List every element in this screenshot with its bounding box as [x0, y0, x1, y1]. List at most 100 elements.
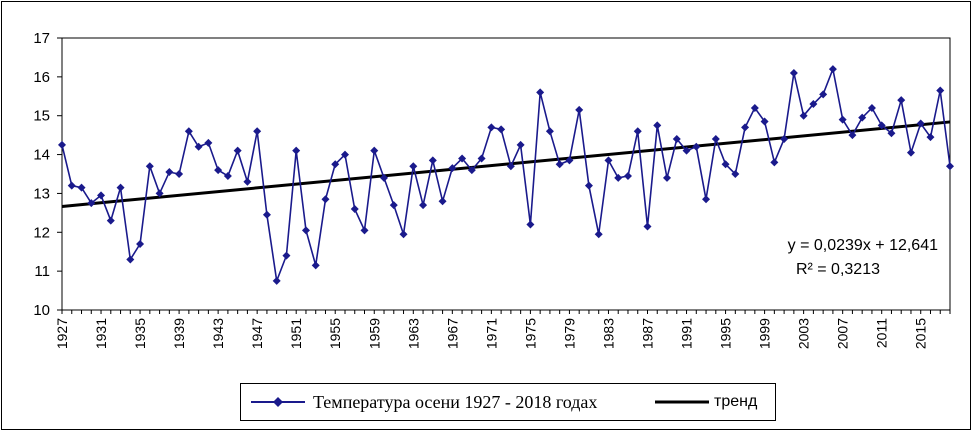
x-tick-label: 1939	[171, 318, 187, 349]
y-tick-label: 13	[33, 185, 50, 202]
y-tick-label: 15	[33, 108, 50, 125]
y-tick-label: 11	[34, 263, 50, 280]
x-tick-label: 1987	[639, 318, 655, 349]
data-point	[97, 191, 106, 200]
data-point	[633, 127, 642, 136]
x-tick-label: 1999	[757, 318, 773, 349]
data-point	[536, 88, 545, 97]
data-point	[643, 222, 652, 231]
data-point	[584, 181, 593, 190]
data-point	[136, 239, 145, 248]
plot-border	[61, 37, 951, 311]
data-point	[184, 127, 193, 136]
data-point	[204, 138, 213, 147]
data-point	[741, 123, 750, 132]
y-tick-label: 12	[33, 224, 50, 241]
data-point	[653, 121, 662, 130]
x-tick-label: 1947	[249, 318, 265, 349]
data-point	[126, 255, 135, 264]
x-tick-label: 2015	[913, 318, 929, 349]
x-tick-label: 1983	[600, 318, 616, 349]
data-point	[58, 140, 66, 149]
data-point	[223, 171, 232, 180]
data-point	[867, 103, 876, 112]
data-point	[87, 199, 96, 208]
data-point	[526, 220, 535, 229]
y-tick-label: 10	[33, 302, 50, 319]
data-point	[858, 113, 867, 122]
legend-trend-label: тренд	[714, 393, 758, 410]
legend-trend-marker	[655, 400, 709, 404]
data-point	[175, 170, 184, 178]
y-tick-label: 14	[33, 147, 50, 164]
x-tick-label: 1959	[366, 318, 382, 349]
data-point	[936, 86, 945, 95]
x-tick-label: 2011	[874, 318, 890, 348]
data-point	[663, 173, 672, 182]
data-point	[399, 230, 408, 239]
data-point	[360, 226, 369, 235]
temperature-series	[58, 65, 954, 285]
data-point	[877, 121, 886, 130]
equation-annotation: y = 0,0239x + 12,641 R² = 0,3213	[788, 237, 938, 278]
data-point	[731, 170, 740, 178]
trend-line	[61, 120, 951, 208]
legend-series-marker	[251, 397, 305, 407]
data-point	[819, 90, 828, 99]
x-tick-label: 1991	[679, 318, 695, 349]
data-point	[77, 183, 86, 192]
data-point	[340, 150, 349, 159]
data-point	[789, 68, 798, 77]
data-point	[623, 171, 632, 180]
data-point	[545, 127, 554, 136]
data-point	[194, 142, 203, 151]
data-point	[389, 201, 398, 210]
data-point	[702, 195, 711, 204]
x-tick-label: 2007	[835, 318, 851, 349]
data-point	[565, 156, 574, 165]
data-point	[506, 162, 515, 171]
data-point	[311, 261, 320, 270]
data-point	[253, 127, 262, 136]
x-tick-label: 1943	[210, 318, 226, 349]
data-point	[848, 131, 857, 140]
legend: Температура осени 1927 - 2018 годах трен…	[240, 383, 776, 421]
data-point	[448, 164, 457, 173]
y-tick-label: 16	[33, 69, 50, 86]
data-point	[419, 201, 428, 210]
data-point	[594, 230, 603, 239]
data-point	[604, 156, 613, 165]
data-point	[438, 197, 447, 206]
data-point	[145, 162, 154, 171]
data-point	[946, 162, 954, 171]
data-point	[380, 173, 389, 182]
data-point	[887, 129, 896, 138]
data-point	[321, 195, 330, 204]
data-point	[116, 183, 125, 192]
data-point	[477, 154, 486, 163]
data-point	[272, 276, 281, 285]
data-point	[672, 135, 681, 144]
data-point	[409, 162, 418, 171]
x-tick-label: 1931	[93, 318, 109, 349]
x-tick-label: 1995	[718, 318, 734, 349]
legend-series-label: Температура осени 1927 - 2018 годах	[313, 392, 598, 412]
data-point	[243, 177, 252, 186]
data-point	[750, 103, 759, 112]
x-tick-label: 1955	[327, 318, 343, 349]
data-point	[458, 154, 467, 163]
data-point	[428, 156, 437, 165]
data-point	[682, 146, 691, 155]
data-point	[575, 105, 584, 114]
x-tick-label: 1927	[54, 318, 70, 349]
data-point	[828, 65, 837, 74]
data-point	[262, 210, 271, 219]
data-point	[926, 133, 935, 142]
data-point	[214, 166, 223, 175]
r-squared-label: R² = 0,3213	[796, 261, 880, 278]
x-tick-label: 1951	[288, 318, 304, 349]
data-point	[906, 148, 915, 157]
data-point	[799, 111, 808, 120]
